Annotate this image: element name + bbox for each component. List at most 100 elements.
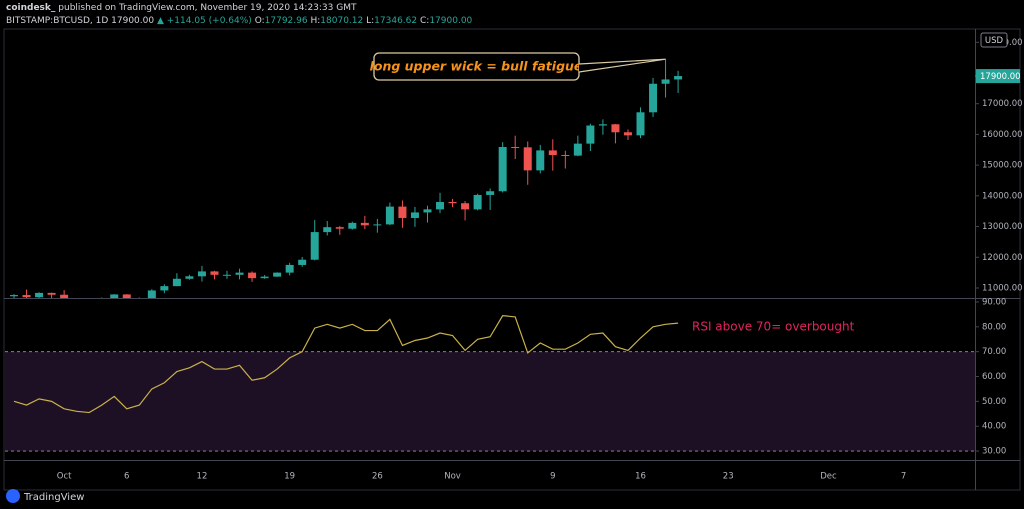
candle-body [448, 201, 457, 204]
x-tick-label: 12 [197, 472, 208, 482]
published: published on TradingView.com, November 1… [58, 3, 357, 13]
header-line-2: BITSTAMP:BTCUSD, 1D 17900.00 ▲ +114.05 (… [6, 16, 473, 26]
candle-body [185, 276, 194, 279]
ohlc-h: 18070.12 [320, 16, 363, 26]
frame [3, 28, 1021, 491]
y-tick-label: 12000.00 [982, 253, 1023, 263]
candle-body [348, 222, 357, 229]
logo: TradingView [6, 489, 84, 503]
x-tick-label: Nov [444, 472, 461, 482]
ohlc-l: 17346.62 [374, 16, 417, 26]
rsi-band-layer [5, 351, 975, 452]
rsi-pane [13, 315, 679, 414]
rsi-y-tick-label: 40.00 [982, 422, 1006, 432]
x-tick-label: 6 [124, 472, 129, 482]
candle-body [285, 264, 294, 273]
last-price-box [976, 69, 1020, 84]
y-tick-label: 17000.00 [982, 99, 1023, 109]
rsi-annotation: RSI above 70= overbought [692, 320, 855, 334]
currency: USD [985, 36, 1004, 46]
candle-body [385, 206, 394, 225]
candle-body [323, 227, 332, 233]
candle-body [636, 112, 645, 136]
annotation-text: long upper wick = bull fatigue [370, 59, 583, 74]
rsi-y-tick-label: 80.00 [982, 322, 1006, 332]
candle-body [60, 294, 69, 298]
logo-text: TradingView [23, 492, 84, 503]
currency-box [980, 32, 1008, 48]
candle-body [561, 155, 570, 157]
candle-body [623, 132, 632, 136]
candle-body [110, 294, 119, 298]
candle-body [436, 201, 445, 210]
candle-body [598, 124, 607, 126]
ohlc-o: 17792.96 [265, 16, 308, 26]
rsi-y-tick-label: 60.00 [982, 372, 1006, 382]
y-tick-label: 11000.00 [982, 283, 1023, 293]
y-tick-label: 16000.00 [982, 130, 1023, 140]
candle-body [298, 259, 307, 265]
y-tick-label: 14000.00 [982, 191, 1023, 201]
candle-body [674, 76, 683, 80]
rsi-y-tick-label: 50.00 [982, 397, 1006, 407]
candle-body [586, 125, 595, 144]
candle-body [410, 212, 419, 218]
x-tick-label: Dec [820, 472, 837, 482]
ohlc-h-label: H: [310, 16, 320, 26]
candle-body [35, 292, 44, 298]
candle-body [197, 271, 206, 277]
candle-body [649, 83, 658, 113]
candle-body [10, 295, 18, 297]
author: coindesk_ [6, 3, 56, 13]
candle-body [523, 147, 532, 171]
candle-body [122, 294, 131, 298]
logo-icon [6, 489, 20, 503]
price: 17900.00 [111, 16, 154, 26]
x-tick-label: 7 [901, 472, 906, 482]
rsi-line [13, 315, 679, 414]
rsi-y-tick-label: 30.00 [982, 447, 1006, 457]
candle-body [260, 276, 269, 279]
rsi-band [5, 351, 975, 452]
candle-body [536, 150, 545, 171]
candle-body [611, 124, 620, 133]
candle-body [335, 227, 344, 229]
candle-body [22, 295, 31, 298]
change: ▲ +114.05 (+0.64%) [157, 16, 252, 26]
candle-body [360, 222, 369, 226]
candle-body [160, 286, 169, 291]
x-tick-label: 19 [284, 472, 295, 482]
rsi-y-tick-label: 90.00 [982, 297, 1006, 307]
candle-body [47, 292, 56, 295]
rsi-y-tick-label: 70.00 [982, 347, 1006, 357]
candle-body [210, 271, 219, 275]
y-tick-label: 15000.00 [982, 161, 1023, 171]
candle-body [486, 191, 495, 195]
candle-body [461, 203, 470, 210]
candle-body [548, 150, 557, 156]
y-tick-label: 13000.00 [982, 222, 1023, 232]
candle-body [423, 209, 432, 213]
x-tick-label: Oct [57, 472, 72, 482]
candle-body [172, 278, 181, 287]
candle-body [373, 224, 382, 226]
candle-body [473, 194, 482, 210]
annotations: long upper wick = bull fatigue RSI above… [370, 52, 855, 334]
candle-body [248, 272, 257, 279]
candle-body [235, 272, 244, 275]
x-tick-label: 23 [723, 472, 734, 482]
header-line-1: coindesk_ published on TradingView.com, … [6, 3, 357, 13]
x-tick-label: 16 [635, 472, 646, 482]
price-pane [10, 59, 683, 298]
candle-body [273, 272, 282, 277]
x-tick-label: 9 [550, 472, 555, 482]
x-tick-label: 26 [372, 472, 383, 482]
ohlc-c-label: C: [420, 16, 429, 26]
candle-body [498, 147, 507, 192]
candle-body [511, 147, 520, 149]
candle-body [223, 274, 232, 276]
symbol: BITSTAMP:BTCUSD, 1D [6, 16, 108, 26]
candle-body [661, 79, 670, 84]
ohlc-c: 17900.00 [429, 16, 472, 26]
